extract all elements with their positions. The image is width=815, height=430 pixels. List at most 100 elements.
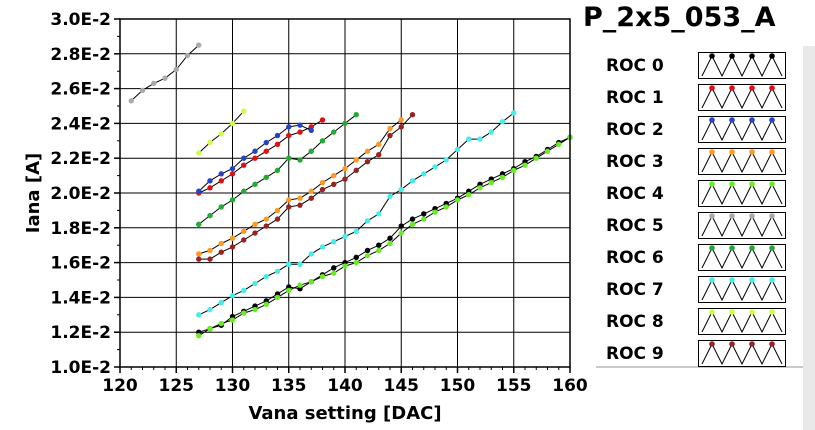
legend-label: ROC 9 (606, 344, 664, 364)
data-point (229, 235, 236, 241)
data-point (196, 332, 202, 339)
data-point (263, 174, 269, 181)
y-tick-label: 1.8E-2 (50, 219, 111, 239)
y-tick-label: 2.8E-2 (50, 45, 111, 65)
legend-item: ROC 3 (596, 148, 796, 178)
data-point (229, 317, 236, 323)
y-tick-label: 2.2E-2 (50, 149, 111, 169)
y-tick-label: 1.6E-2 (50, 254, 111, 274)
series-roc-8 (196, 108, 247, 156)
data-point (331, 129, 337, 135)
legend-swatch (698, 212, 786, 239)
legend-label: ROC 0 (606, 56, 664, 76)
data-point (308, 279, 314, 285)
data-point (398, 223, 404, 229)
legend-label: ROC 4 (606, 184, 664, 204)
data-point (286, 261, 292, 268)
data-point (331, 172, 337, 179)
legend-item: ROC 8 (596, 308, 796, 338)
series-roc-3 (196, 117, 404, 257)
legend-swatch (698, 340, 786, 367)
x-tick-label: 160 (552, 376, 588, 396)
data-point (184, 52, 191, 59)
y-tick-label: 2.4E-2 (50, 114, 111, 134)
legend-label: ROC 7 (606, 280, 664, 300)
y-tick-label: 1.0E-2 (50, 358, 111, 378)
legend-label: ROC 1 (606, 88, 664, 108)
series-roc-6 (196, 112, 359, 228)
data-point (297, 122, 303, 128)
data-point (274, 294, 281, 301)
data-point (499, 174, 506, 181)
data-point (398, 117, 404, 123)
data-point (308, 195, 314, 201)
data-point (207, 139, 213, 146)
data-point (297, 282, 303, 288)
data-point (331, 265, 337, 271)
series-roc-1 (196, 117, 326, 196)
data-point (263, 223, 269, 229)
legend: ROC 0 ROC 1 ROC 2 ROC 3 ROC 4 ROC 5 ROC 6 ROC 7… (596, 46, 805, 368)
data-point (353, 228, 359, 234)
data-point (308, 251, 314, 257)
series-line (198, 136, 571, 337)
data-point (241, 162, 247, 168)
data-point (218, 178, 224, 184)
data-point (308, 148, 314, 154)
data-point (376, 211, 382, 217)
data-point (364, 148, 371, 154)
x-tick-label: 135 (271, 376, 307, 396)
data-point (364, 247, 371, 254)
data-point (319, 273, 326, 280)
data-point (421, 211, 427, 217)
data-point (364, 158, 371, 165)
data-point (162, 75, 168, 81)
data-point (556, 141, 562, 147)
scrollbar[interactable] (803, 46, 815, 430)
data-point (297, 202, 303, 208)
data-point (319, 138, 326, 144)
data-point (252, 155, 258, 161)
data-point (241, 287, 247, 294)
data-point (286, 132, 292, 139)
data-point (207, 256, 213, 262)
legend-item: ROC 5 (596, 212, 796, 242)
data-point (477, 136, 483, 142)
data-point (331, 239, 337, 245)
data-point (151, 80, 157, 87)
data-point (274, 132, 281, 139)
data-point (263, 139, 269, 146)
data-point (218, 249, 224, 255)
data-point (409, 178, 416, 184)
data-point (319, 244, 326, 250)
series-roc-4 (196, 134, 573, 339)
data-point (229, 197, 236, 203)
data-point (409, 216, 416, 222)
data-point (387, 132, 393, 139)
data-point (196, 251, 202, 257)
data-point (274, 207, 281, 214)
chart-series (128, 42, 573, 339)
data-point (196, 42, 202, 48)
data-point (207, 178, 213, 184)
series-roc-9 (196, 112, 416, 262)
data-point (207, 247, 213, 254)
data-point (207, 326, 213, 332)
data-point (252, 221, 258, 228)
data-point (342, 165, 348, 172)
x-tick-label: 120 (102, 376, 138, 396)
data-point (353, 259, 359, 266)
axis-ticks: 120 125 130 135 140 145 150 155 160 1.0E-2 1.2E-2 1… (50, 10, 588, 396)
legend-swatch (698, 276, 786, 303)
data-point (443, 157, 449, 163)
x-tick-label: 125 (159, 376, 195, 396)
legend-item: ROC 4 (596, 180, 796, 210)
data-point (319, 117, 326, 123)
data-point (533, 155, 539, 161)
data-point (376, 242, 382, 248)
data-point (229, 165, 236, 172)
data-point (241, 155, 247, 161)
data-point (544, 148, 551, 154)
data-point (274, 167, 281, 174)
data-point (387, 193, 393, 200)
